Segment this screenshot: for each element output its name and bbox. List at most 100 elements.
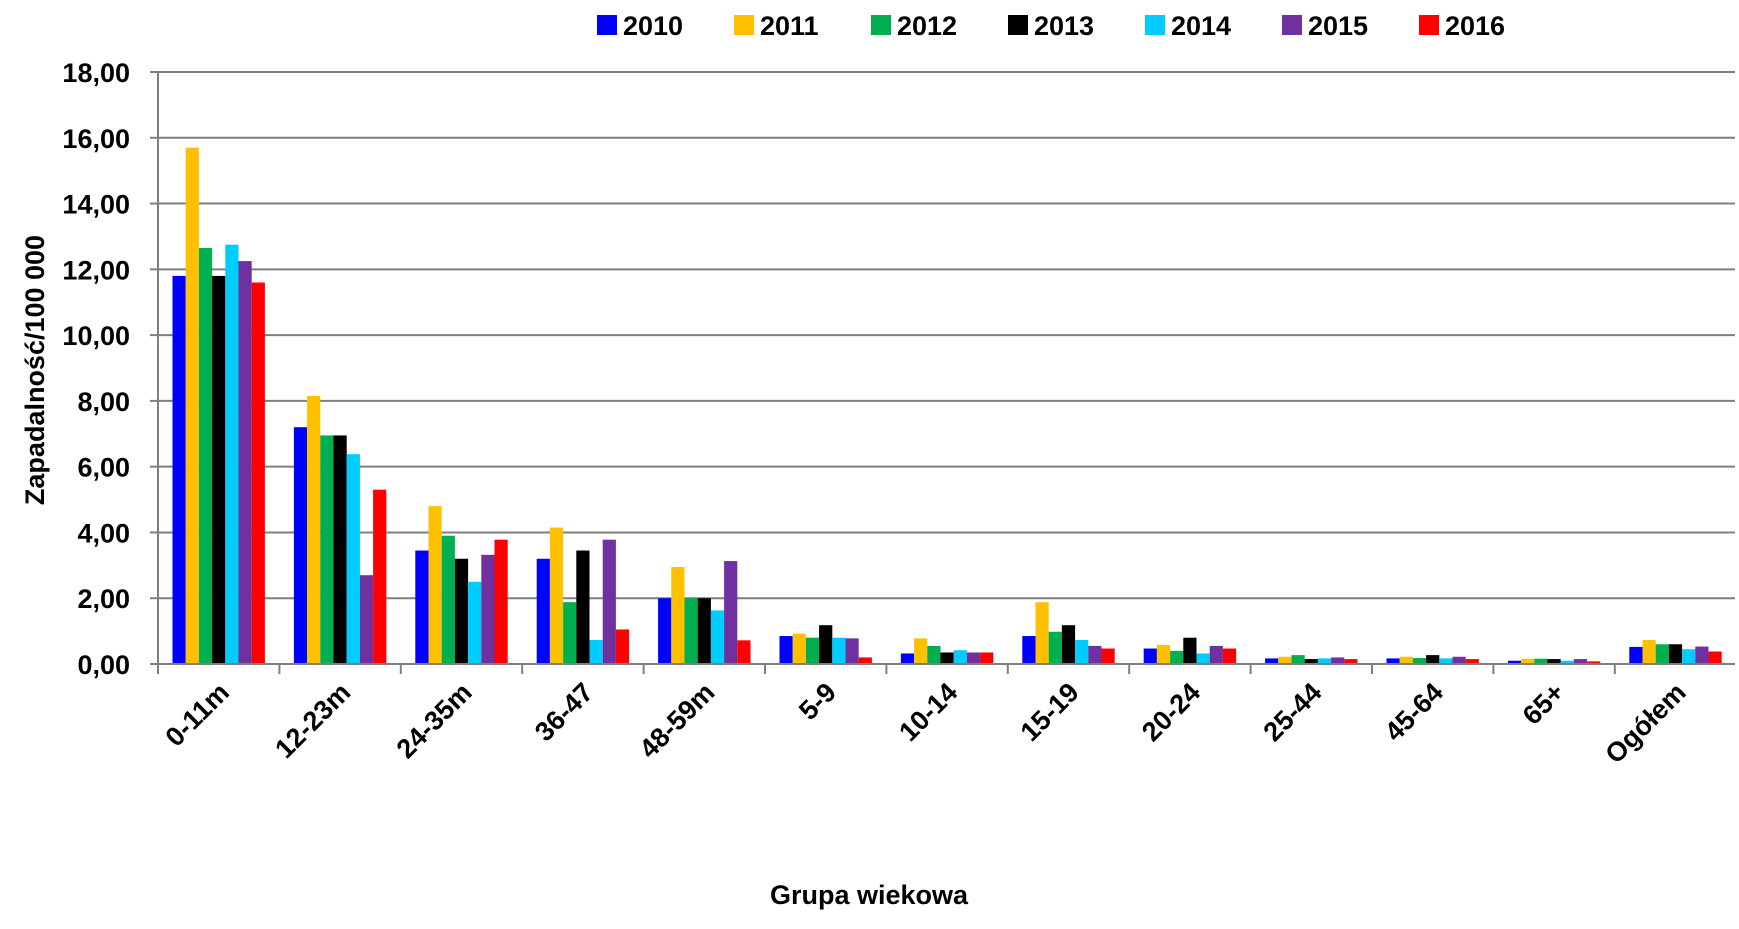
bar-2015-10-14 [966,652,981,664]
x-tick-label: 12-23m [269,677,356,764]
legend-label-2011: 2011 [760,11,819,41]
bar-2015-15-19 [1088,645,1102,664]
bar-2016-5-9 [858,657,872,664]
bar-2011-65+ [1521,658,1535,664]
bar-2010-0-11m [172,275,186,664]
bar-2010-36-47 [536,558,550,664]
bar-2015-20-24 [1209,645,1223,664]
bar-2016-25-44 [1344,659,1358,664]
y-tick-label: 8,00 [77,387,130,417]
bar-2012-12-23m [320,435,334,664]
bar-2016-36-47 [615,629,630,664]
x-tick-label: 25-44 [1257,677,1327,747]
bar-2011-36-47 [549,527,564,664]
x-tick-label: Ogółem [1599,677,1691,769]
y-tick-label: 10,00 [62,321,130,351]
bar-2013-48-59m [697,598,711,664]
y-axis-ticks: 0,00 2,00 4,00 6,00 8,00 10,00 12,00 14,00 16,00… [62,58,158,680]
y-tick-label: 12,00 [62,255,130,285]
bar-2010-45-64 [1386,658,1400,664]
bar-2011-12-23m [307,395,321,664]
bar-2012-10-14 [927,645,941,664]
bar-2010-5-9 [779,636,793,664]
bar-2012-20-24 [1170,650,1184,664]
legend-swatch-2011 [734,15,754,35]
bar-2010-Ogółem [1629,646,1643,664]
bar-2010-10-14 [900,653,915,664]
y-tick-label: 18,00 [62,58,130,88]
x-tick-label: 24-35m [391,677,478,764]
bar-2012-48-59m [684,598,698,664]
bar-2012-24-35m [441,535,455,664]
x-axis-ticks [157,664,1616,674]
y-axis-label: Zapadalność/100 000 [20,235,50,505]
bar-2012-5-9 [805,637,820,664]
bar-2010-24-35m [415,550,429,664]
bar-2012-65+ [1534,658,1548,664]
bar-2011-5-9 [792,633,806,664]
bar-2014-10-14 [953,650,967,664]
y-tick-label: 14,00 [62,190,130,220]
bar-2016-10-14 [980,652,994,664]
bar-2012-25-44 [1291,655,1305,664]
x-tick-label: 65+ [1517,677,1571,731]
bar-2015-36-47 [602,539,616,664]
bar-2014-5-9 [832,637,846,664]
bar-2014-12-23m [346,454,360,664]
bar-2014-45-64 [1439,658,1453,664]
x-tick-label: 10-14 [893,677,963,747]
legend-label-2010: 2010 [623,11,683,41]
bar-2012-Ogółem [1655,644,1669,664]
bar-2013-36-47 [576,550,590,664]
bar-2016-0-11m [251,282,265,664]
bar-2016-12-23m [373,489,387,664]
bar-2016-20-24 [1222,648,1237,664]
bar-2014-0-11m [225,244,239,664]
bar-2013-20-24 [1183,637,1197,664]
bar-2010-25-44 [1265,658,1279,664]
bar-2013-65+ [1547,659,1561,664]
legend-label-2015: 2015 [1308,11,1368,41]
bar-2014-25-44 [1317,658,1332,664]
bar-2011-Ogółem [1642,639,1656,664]
legend-swatch-2010 [597,15,617,35]
bar-2013-15-19 [1061,625,1076,664]
x-tick-label: 15-19 [1015,677,1085,747]
y-tick-label: 6,00 [77,453,130,483]
x-tick-label: 45-64 [1379,677,1449,747]
legend-label-2012: 2012 [897,11,957,41]
bar-2014-48-59m [710,610,725,664]
bar-2015-5-9 [845,638,859,664]
x-tick-label: 0-11m [160,677,235,752]
bar-2013-0-11m [212,275,226,664]
bar-2010-20-24 [1143,648,1157,664]
y-tick-label: 16,00 [62,124,130,154]
bar-2016-Ogółem [1708,651,1722,664]
bar-2015-25-44 [1331,657,1345,664]
bar-2014-15-19 [1075,639,1089,664]
y-tick-label: 2,00 [77,584,130,614]
bar-2011-20-24 [1156,644,1171,664]
legend-label-2016: 2016 [1445,11,1505,41]
bar-2010-15-19 [1022,636,1036,664]
bar-2010-48-59m [658,598,672,664]
gridlines [158,71,1735,600]
bar-2014-20-24 [1196,653,1210,664]
bar-2011-15-19 [1035,602,1049,664]
bar-2011-0-11m [185,147,199,665]
legend-swatch-2012 [871,15,891,35]
x-tick-label: 5-9 [793,677,842,726]
bar-2016-65+ [1587,661,1601,664]
bar-2016-45-64 [1465,659,1479,664]
bar-2012-45-64 [1412,658,1427,664]
bar-2012-15-19 [1048,631,1062,664]
legend-swatch-2014 [1145,15,1165,35]
bar-2010-12-23m [293,427,308,664]
x-axis-tick-labels: 0-11m 12-23m 24-35m 36-47 48-59m 5-9 10-14 15-1… [160,677,1692,769]
bar-2013-10-14 [940,652,954,664]
legend-label-2013: 2013 [1034,11,1094,41]
bar-2011-10-14 [914,638,928,664]
bar-2013-Ogółem [1668,644,1683,664]
bar-2015-24-35m [481,554,495,664]
